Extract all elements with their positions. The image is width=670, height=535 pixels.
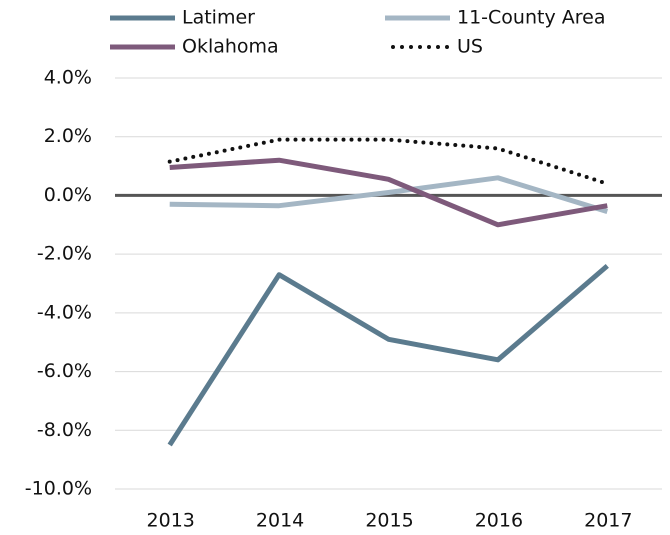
x-tick-label: 2013: [147, 510, 195, 532]
y-tick-label: -2.0%: [37, 243, 92, 265]
legend-label: Latimer: [182, 7, 255, 29]
series-line: [169, 175, 609, 214]
legend-label: US: [457, 36, 483, 58]
series-line: [169, 157, 608, 228]
y-tick-label: -10.0%: [25, 478, 92, 500]
x-tick-label: 2016: [475, 510, 523, 532]
x-tick-label: 2017: [584, 510, 632, 532]
y-tick-label: 2.0%: [44, 125, 92, 147]
series-line: [167, 263, 609, 447]
x-tick-label: 2015: [365, 510, 413, 532]
y-tick-label: 4.0%: [44, 67, 92, 89]
x-tick-label: 2014: [256, 510, 304, 532]
y-tick-label: 0.0%: [44, 184, 92, 206]
series-line: [167, 137, 610, 186]
y-tick-label: -4.0%: [37, 301, 92, 323]
y-tick-label: -6.0%: [37, 360, 92, 382]
y-tick-label: -8.0%: [37, 419, 92, 441]
legend-label: 11-County Area: [457, 7, 605, 29]
legend-label: Oklahoma: [182, 36, 279, 58]
